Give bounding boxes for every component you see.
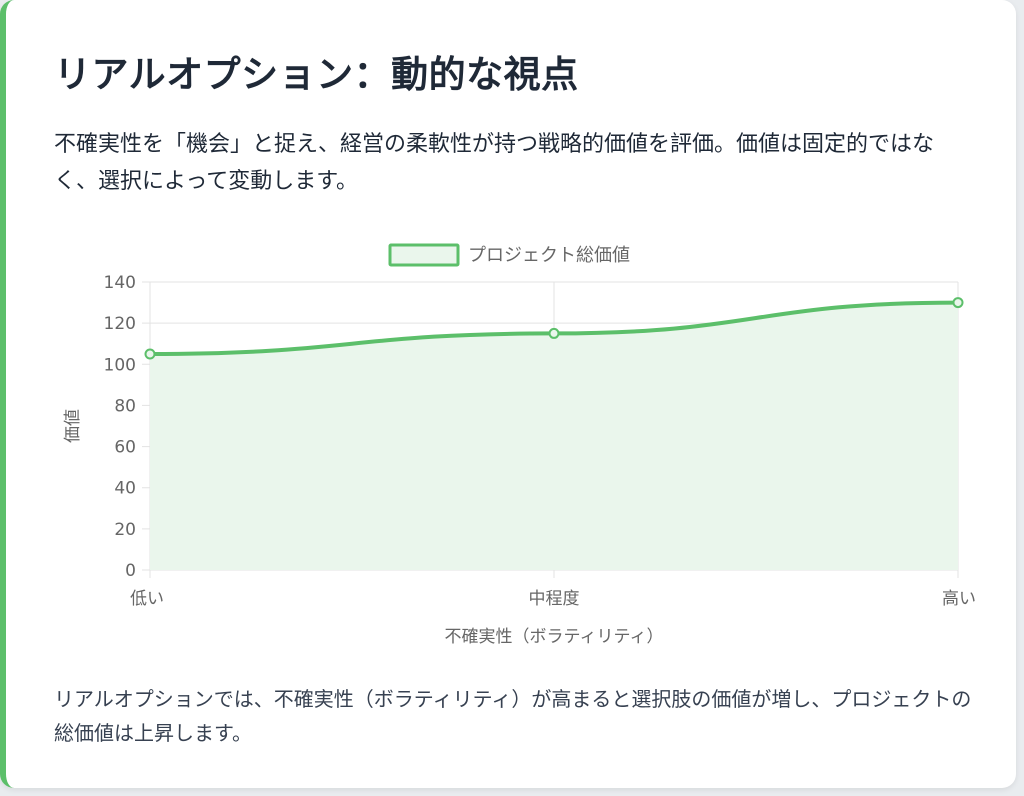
y-tick-label: 120 [104, 314, 136, 334]
y-tick-label: 20 [114, 520, 136, 540]
series-points [144, 297, 964, 360]
series-point[interactable] [952, 297, 964, 309]
y-tick-label: 100 [104, 355, 136, 375]
x-axis-label: 不確実性（ボラティリティ） [445, 627, 664, 647]
card-title: リアルオプション：動的な視点 [54, 53, 579, 96]
y-tick-label: 40 [114, 479, 136, 499]
legend-swatch [388, 243, 460, 267]
card-footnote: リアルオプションでは、不確実性（ボラティリティ）が高まると選択肢の価値が増し、プ… [54, 687, 972, 745]
series-area-fill [150, 302, 958, 570]
y-tick-label: 0 [125, 561, 136, 581]
series-point[interactable] [144, 348, 156, 360]
y-tick-label: 80 [114, 396, 136, 416]
x-tick-label: 高い [942, 589, 976, 609]
y-axis-ticks: 0 20 40 60 80 100 120 140 [104, 273, 136, 581]
chart-legend[interactable]: プロジェクト総価値 [388, 243, 630, 267]
y-tick-label: 60 [114, 438, 136, 458]
y-axis-label: 価値 [63, 409, 83, 443]
x-tick-label: 中程度 [529, 589, 580, 609]
card-description: 不確実性を「機会」と捉え、経営の柔軟性が持つ戦略的価値を評価。価値は固定的ではな… [54, 132, 935, 194]
series-point[interactable] [548, 327, 560, 339]
x-tick-label: 低い [130, 589, 164, 609]
x-axis-ticks: 低い 中程度 高い [130, 589, 976, 609]
legend-label: プロジェクト総価値 [468, 245, 630, 266]
y-tick-label: 140 [104, 273, 136, 293]
